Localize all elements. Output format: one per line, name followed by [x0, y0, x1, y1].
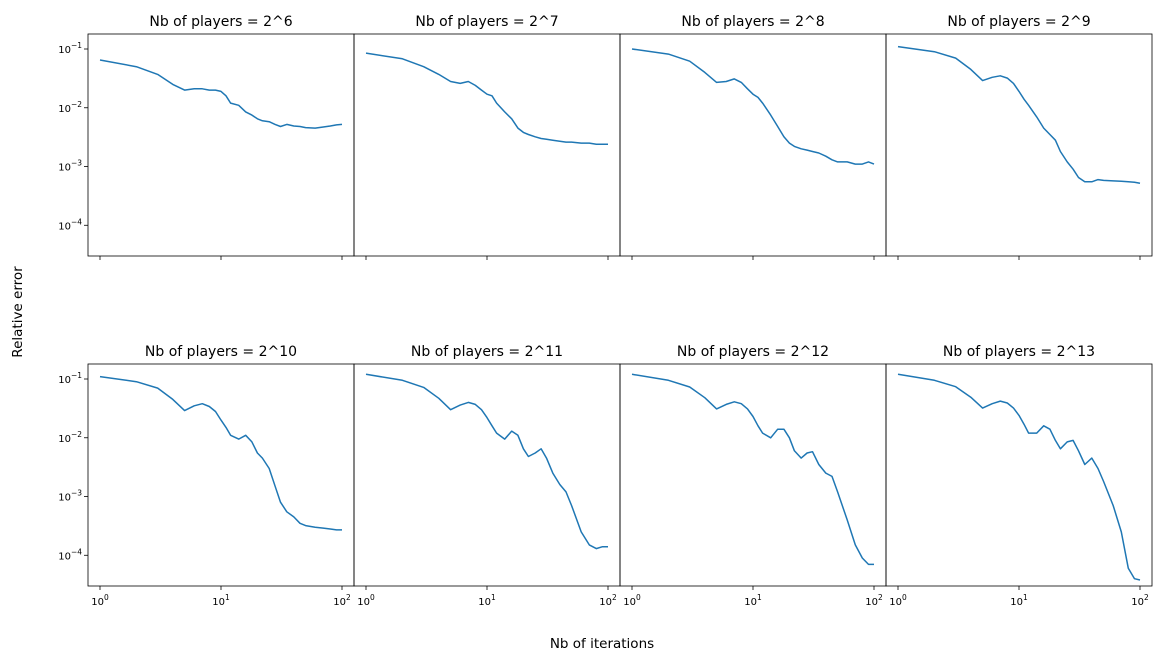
axes-frame — [885, 33, 1153, 257]
axes-frame — [353, 33, 621, 257]
x-tick-label: 101 — [744, 593, 762, 608]
y-tick-label: 10−4 — [58, 217, 82, 232]
x-tick-label: 101 — [478, 593, 496, 608]
x-tick-label: 100 — [623, 593, 641, 608]
subplot-2: Nb of players = 2^7 — [353, 14, 621, 260]
y-tick-label: 10−3 — [58, 489, 82, 504]
x-tick-label: 100 — [889, 593, 907, 608]
x-tick-label: 102 — [599, 593, 617, 608]
x-tick-label: 101 — [212, 593, 230, 608]
subplot-title: Nb of players = 2^8 — [681, 14, 824, 30]
subplot-3: Nb of players = 2^8 — [619, 14, 887, 260]
y-axis-label: Relative error — [10, 266, 26, 358]
subplot-title: Nb of players = 2^9 — [947, 14, 1090, 30]
axes-frame — [619, 363, 887, 587]
y-tick-label: 10−3 — [58, 159, 82, 174]
subplot-title: Nb of players = 2^12 — [677, 344, 829, 360]
series-line — [897, 45, 1141, 184]
series-line — [365, 373, 608, 550]
x-tick-label: 100 — [357, 593, 375, 608]
series-line — [631, 373, 874, 566]
subplot-title: Nb of players = 2^7 — [415, 14, 558, 30]
subplot-title: Nb of players = 2^11 — [411, 344, 563, 360]
x-tick-label: 102 — [333, 593, 351, 608]
series-line — [99, 375, 342, 531]
y-tick-label: 10−1 — [58, 371, 82, 386]
x-tick-label: 102 — [865, 593, 883, 608]
x-axis-label: Nb of iterations — [550, 636, 654, 652]
subplot-8: Nb of players = 2^13 100 101 102 — [885, 344, 1153, 608]
axes-frame — [87, 363, 355, 587]
subplot-6: Nb of players = 2^11 100 101 102 — [353, 344, 621, 608]
subplot-4: Nb of players = 2^9 — [885, 14, 1153, 260]
axes-frame — [353, 363, 621, 587]
subplot-title: Nb of players = 2^6 — [149, 14, 292, 30]
series-line — [99, 59, 343, 129]
series-line — [631, 48, 875, 165]
y-tick-label: 10−2 — [58, 430, 82, 445]
subplot-grid: Nb of players = 2^610−110−210−310−4Nb of… — [58, 14, 1153, 608]
axes-frame — [87, 33, 355, 257]
x-tick-label: 102 — [1131, 593, 1149, 608]
subplot-1: Nb of players = 2^6 10−1 10−2 10−3 10−4 — [58, 14, 355, 260]
subplot-title: Nb of players = 2^10 — [145, 344, 297, 360]
series-line — [897, 373, 1141, 581]
subplot-5: Nb of players = 2^10 100 101 102 10−1 10−2 10−… — [58, 344, 355, 608]
series-line — [365, 52, 608, 145]
axes-frame — [619, 33, 887, 257]
axes-frame — [885, 363, 1153, 587]
y-tick-label: 10−4 — [58, 547, 82, 562]
subplot-title: Nb of players = 2^13 — [943, 344, 1095, 360]
y-tick-label: 10−1 — [58, 41, 82, 56]
y-tick-label: 10−2 — [58, 100, 82, 115]
x-tick-label: 100 — [91, 593, 109, 608]
x-tick-label: 101 — [1010, 593, 1028, 608]
subplot-7: Nb of players = 2^12 100 101 102 — [619, 344, 887, 608]
